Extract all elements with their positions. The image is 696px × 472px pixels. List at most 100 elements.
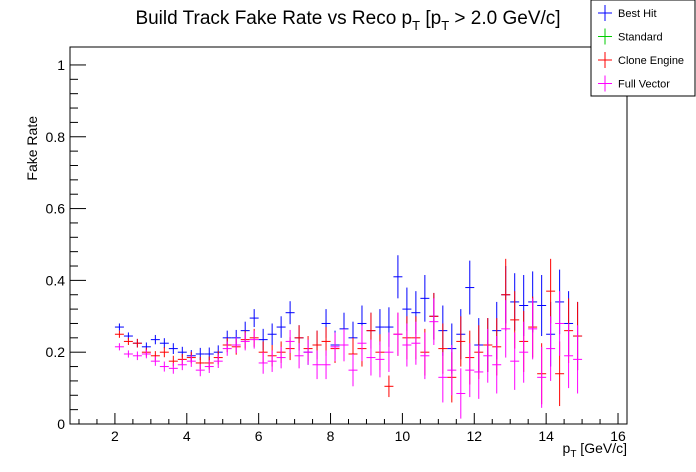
data-point <box>123 337 133 346</box>
data-point <box>231 337 241 353</box>
data-point <box>393 312 403 356</box>
data-point <box>366 339 376 376</box>
y-tick-label: 0 <box>57 416 65 432</box>
x-tick-label: 8 <box>327 428 335 444</box>
data-point <box>132 351 142 361</box>
y-axis-label: Fake Rate <box>24 116 40 181</box>
y-tick-label: 0.4 <box>46 272 66 288</box>
legend-item: Best Hit <box>598 5 657 21</box>
data-point <box>240 332 250 351</box>
x-axis-label-unit: [GeV/c] <box>576 440 627 456</box>
data-point <box>546 258 556 324</box>
data-point <box>528 298 538 360</box>
data-point <box>393 255 403 299</box>
y-tick-label: 0.6 <box>46 201 66 217</box>
data-point <box>420 274 430 322</box>
data-point <box>537 274 547 337</box>
x-tick-label: 6 <box>255 428 263 444</box>
data-point <box>474 345 484 399</box>
data-point <box>447 345 457 396</box>
data-point <box>375 341 385 378</box>
x-tick-label: 12 <box>466 428 482 444</box>
data-point <box>186 355 196 367</box>
legend: Best Hit Standard Clone Engine Full Vector <box>590 0 696 97</box>
data-point <box>114 343 124 351</box>
data-point <box>339 328 349 362</box>
data-point <box>159 347 169 358</box>
series-full-vector <box>114 291 583 419</box>
x-tick-label: 14 <box>538 428 554 444</box>
data-point <box>267 350 277 372</box>
data-point <box>168 343 178 354</box>
data-point <box>321 350 331 380</box>
data-point <box>429 298 439 346</box>
y-tick-label: 1 <box>57 57 65 73</box>
chart-title-sub1: T <box>412 18 420 33</box>
data-series <box>114 255 583 419</box>
data-point <box>348 353 358 387</box>
data-point <box>285 329 295 353</box>
legend-label: Best Hit <box>618 8 657 20</box>
data-point <box>456 368 466 419</box>
data-point <box>177 359 187 371</box>
data-point <box>249 330 259 349</box>
chart-title-sub2: T <box>441 18 449 33</box>
data-point <box>150 334 160 345</box>
x-tick-label: 2 <box>111 428 119 444</box>
axis-ticks: 2 4 6 8 10 12 14 16 0 0.2 0.4 0.6 0.8 1 <box>46 57 626 444</box>
data-point <box>411 321 421 365</box>
data-point <box>465 260 475 315</box>
legend-item: Standard <box>598 28 663 45</box>
y-tick-label: 0.8 <box>46 129 66 145</box>
data-point <box>384 375 394 398</box>
data-point <box>483 328 493 383</box>
chart-title-main: Build Track Fake Rate vs Reco p <box>135 8 412 29</box>
data-point <box>564 323 574 389</box>
data-point <box>213 354 223 368</box>
data-point <box>519 321 529 383</box>
data-point <box>465 343 475 398</box>
x-tick-label: 10 <box>395 428 411 444</box>
data-point <box>159 338 169 349</box>
legend-label: Clone Engine <box>618 55 684 67</box>
data-point <box>123 350 133 358</box>
data-point <box>537 346 547 408</box>
data-point <box>258 352 268 374</box>
data-point <box>357 325 367 362</box>
data-point <box>402 323 412 367</box>
legend-item: Clone Engine <box>598 52 684 68</box>
data-point <box>456 316 466 367</box>
data-point <box>285 301 295 325</box>
x-tick-label: 16 <box>610 428 626 444</box>
data-point <box>312 350 322 380</box>
data-point <box>420 332 430 380</box>
data-point <box>195 364 205 377</box>
chart-title: Build Track Fake Rate vs Reco pT [pT > 2… <box>135 8 560 33</box>
data-point <box>438 352 448 403</box>
data-point <box>501 300 511 358</box>
data-point <box>150 356 160 366</box>
chart-title-mid: [p <box>420 8 441 29</box>
data-point <box>168 362 178 374</box>
legend-label: Full Vector <box>618 79 670 91</box>
data-point <box>294 343 304 369</box>
data-point <box>114 323 124 331</box>
data-point <box>384 332 394 372</box>
data-point <box>159 361 169 372</box>
data-point <box>573 325 583 394</box>
data-point <box>222 341 232 356</box>
x-axis-label-sub: T <box>570 449 576 460</box>
y-tick-label: 0.2 <box>46 344 66 360</box>
data-point <box>330 332 340 362</box>
data-point <box>132 338 142 348</box>
legend-label: Standard <box>618 32 663 44</box>
x-axis-label-main: p <box>563 440 571 456</box>
data-point <box>276 316 286 338</box>
data-point <box>555 291 565 356</box>
x-tick-label: 4 <box>183 428 191 444</box>
data-point <box>267 323 277 346</box>
data-point <box>492 336 502 394</box>
data-point <box>114 330 124 338</box>
data-point <box>141 349 151 359</box>
